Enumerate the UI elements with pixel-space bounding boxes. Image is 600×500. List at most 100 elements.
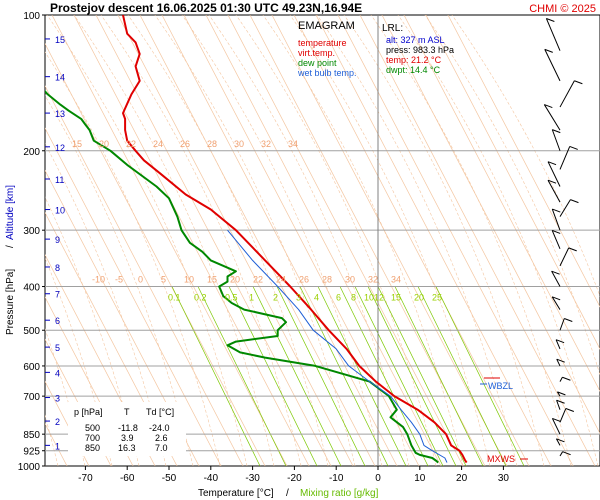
wind-barb-shaft [559,247,570,267]
dry-adiabat [0,15,1,466]
wind-barb-shaft [559,376,563,382]
series-line-wet-bulb-temp- [227,229,448,463]
dry-adiabat [315,15,552,466]
wind-barb-shaft [559,80,575,108]
mixing-ratio-label: 6 [336,293,341,303]
dry-adiabat [45,338,112,466]
temperature-tick-label: 10 [414,473,426,484]
adiabat-label-lower: 0 [138,275,143,285]
wind-barb-shaft [551,230,561,250]
mixing-ratio-label: 15 [391,293,401,303]
adiabat-lines [0,15,600,466]
wind-barb-feather [546,18,555,22]
wind-barb-feather [569,145,578,150]
series-line-temperature [122,15,468,464]
moist-adiabat [45,257,113,466]
table-cell: -11.8 [118,423,138,433]
altitude-tick-label: 3 [55,394,60,404]
temperature-tick-label: -70 [78,473,93,484]
wind-barb-feather [551,296,561,301]
x-axis-separator: / [286,488,289,499]
temperature-tick-label: -10 [329,473,344,484]
adiabat-label-upper: 26 [180,139,190,149]
dry-adiabat [45,85,244,466]
pressure-tick-label: 500 [23,326,40,337]
temperature-tick-label: 30 [498,473,510,484]
table-cell: 850 [85,443,100,453]
temperature-tick-label: -40 [204,473,219,484]
mixing-ratio-label: 0.1 [168,293,181,303]
adiabat-label-lower: 24 [276,275,286,285]
y-axis-label: Pressure [hPa] [5,269,16,335]
dry-adiabat [183,15,420,466]
legend-wet-bulb: wet bulb temp. [297,68,357,78]
sounding-series [45,15,468,464]
wind-barb-shaft [559,408,567,423]
mixing-ratio-line [354,286,444,466]
wind-barb-shaft [543,104,561,131]
wind-barb-shaft [555,339,561,350]
wind-barb-shaft [544,49,561,82]
moist-adiabat [46,15,248,466]
altitude-tick-label: 11 [55,175,64,185]
moist-adiabat [451,15,600,297]
adiabat-label-lower: 10 [184,275,194,285]
wind-barb-shaft [559,199,571,217]
moist-adiabat [397,15,599,466]
adiabat-label-lower: 5 [161,275,166,285]
adiabat-labels: 15 20 22 24 26 28 30 32 34-10 -5 0 5 10 15 20 22 24 26 28 3… [72,139,442,303]
moist-adiabat [45,143,167,466]
table-cell: 2.6 [155,433,168,443]
y-axis-separator: / [5,245,16,248]
adiabat-label-upper: 28 [207,139,217,149]
pressure-tick-label: 850 [23,430,40,441]
altitude-tick-label: 14 [55,73,65,83]
moist-adiabat [370,15,572,466]
wind-barbs [543,15,583,457]
temperature-tick-label: -30 [245,473,260,484]
moist-adiabat [235,15,437,466]
mixing-ratio-line [377,286,467,466]
legend: EMAGRAM temperature virt.temp. dew point… [297,20,357,78]
wind-barb-feather [557,391,566,396]
dry-adiabat [161,15,398,466]
table-header-p: p [hPa] [74,407,103,417]
temperature-tick-label: 20 [456,473,468,484]
pressure-tick-label: 600 [23,362,40,373]
adiabat-label-lower: 28 [322,275,332,285]
mixing-ratio-label: 8 [351,293,356,303]
mixing-ratio-label: 0.5 [225,293,238,303]
dry-adiabat [45,254,156,466]
wind-barb-feather [556,399,565,404]
wind-barb-shaft [559,318,565,331]
wind-barb-shaft [551,208,561,231]
adiabat-label-upper: 20 [99,139,109,149]
mixing-ratio-line [228,286,318,466]
lrl-box: LRL: alt: 327 m ASL press: 983.3 hPa tem… [382,23,454,75]
wind-barb-feather [562,376,571,381]
wind-barb-shaft [556,358,561,367]
moist-adiabat [343,15,545,466]
table-cell: 700 [85,433,100,443]
mixing-ratio-label: 3 [296,293,301,303]
mixing-ratio-line [417,286,507,466]
wind-barb-feather [552,229,561,234]
table-cell: -24.0 [149,423,170,433]
mixing-ratio-lines [171,286,525,466]
mixing-ratio-line [171,286,261,466]
wind-barb-feather [547,161,557,166]
x-axis-label-2: Mixing ratio [g/kg] [300,488,379,499]
temperature-tick-label: -50 [162,473,177,484]
mixing-ratio-line [252,286,342,466]
wind-barb-shaft [547,179,561,203]
dry-adiabat [139,15,376,466]
table-cell: 3.9 [121,433,134,443]
wind-barb-feather [574,80,583,85]
mixing-ratio-label: 4 [314,293,319,303]
altitude-tick-label: 9 [55,235,60,245]
wind-barb-shaft [547,161,561,187]
mixing-ratio-label: 1 [249,293,254,303]
wind-barb-shaft [559,146,571,170]
wind-barb-feather [568,247,577,252]
